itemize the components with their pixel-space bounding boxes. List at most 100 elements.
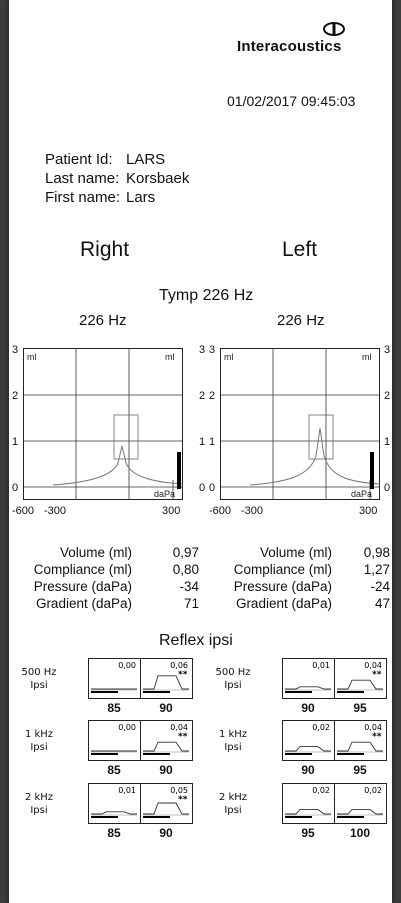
- y-tick-right: 1: [199, 436, 206, 448]
- reflex-frequency: 2 kHz: [218, 792, 248, 803]
- reflex-box: 0,01: [88, 783, 141, 824]
- x-tick: -300: [241, 505, 264, 517]
- reflex-level: 90: [159, 763, 173, 777]
- report-datetime: 01/02/2017 09:45:03: [227, 93, 356, 109]
- reflex-value: 0,00: [118, 661, 136, 670]
- reflex-detected-marker: **: [178, 732, 188, 742]
- last-name-value: Korsbaek: [126, 170, 190, 187]
- y-tick-left: 1: [209, 436, 216, 448]
- pressure-label: Pressure (daPa): [33, 579, 132, 594]
- reflex-box: 0,05**: [140, 783, 193, 824]
- reflex-level: 90: [159, 826, 173, 840]
- y-tick-left: 2: [12, 390, 19, 402]
- volume-label: Volume (ml): [259, 545, 332, 560]
- y-tick-left: 3: [209, 344, 216, 356]
- y-axis-unit-label: ml: [165, 352, 175, 362]
- right-measurements: Volume (ml) 0,97 Compliance (ml) 0,80 Pr…: [9, 544, 199, 614]
- gradient-value: 71: [183, 596, 199, 611]
- reflex-mode: Ipsi: [30, 680, 48, 691]
- y-tick-right: 0: [384, 482, 391, 494]
- left-ear-heading: Left: [282, 238, 318, 261]
- y-tick-left: 0: [209, 482, 216, 494]
- y-tick-right: 0: [199, 482, 206, 494]
- patient-id-row: Patient Id: LARS: [45, 151, 165, 168]
- compliance-label: Compliance (ml): [33, 562, 132, 577]
- y-tick-right: 3: [199, 344, 206, 356]
- y-axis-unit-label: ml: [224, 352, 234, 362]
- reflex-value: 0,05: [170, 786, 188, 795]
- gradient-value: 47: [374, 596, 390, 611]
- last-name-label: Last name:: [45, 170, 120, 187]
- reflex-detected-marker: **: [178, 795, 188, 805]
- reflex-frequency: 1 kHz: [24, 729, 54, 740]
- volume-label: Volume (ml): [59, 545, 132, 560]
- reflex-level: 95: [301, 826, 315, 840]
- reflex-frequency: 500 Hz: [215, 667, 251, 678]
- reflex-level: 85: [107, 701, 121, 715]
- reflex-title: Reflex ipsi: [159, 632, 233, 649]
- x-tick: -600: [12, 505, 35, 517]
- left-tymp-chart: ml ml daPa: [220, 348, 381, 500]
- reflex-value: 0,01: [118, 786, 136, 795]
- y-tick-left: 3: [12, 344, 19, 356]
- reflex-mode: Ipsi: [224, 680, 242, 691]
- gradient-label: Gradient (daPa): [35, 596, 132, 611]
- reflex-box: 0,02: [282, 720, 335, 761]
- x-axis-unit-label: daPa: [351, 489, 372, 499]
- x-axis-unit-label: daPa: [154, 489, 175, 499]
- last-name-row: Last name: Korsbaek: [45, 170, 189, 187]
- y-tick-right: 3: [384, 344, 391, 356]
- reflex-frequency: 2 kHz: [24, 792, 54, 803]
- left-tymp-frequency: 226 Hz: [277, 312, 325, 329]
- reflex-mode: Ipsi: [224, 742, 242, 753]
- reflex-value: 0,04: [364, 723, 382, 732]
- reflex-box: 0,00: [88, 658, 141, 699]
- reflex-mode: Ipsi: [30, 805, 48, 816]
- compliance-label: Compliance (ml): [233, 562, 332, 577]
- patient-id-label: Patient Id:: [45, 151, 113, 168]
- brand-name: Interacoustics: [237, 38, 342, 55]
- patient-id-value: LARS: [126, 151, 166, 168]
- reflex-box: 0,02: [282, 783, 335, 824]
- y-tick-right: 1: [384, 436, 391, 448]
- y-axis-unit-label: ml: [362, 352, 372, 362]
- pressure-label: Pressure (daPa): [233, 579, 332, 594]
- reflex-box: 0,04**: [334, 720, 387, 761]
- reflex-box: 0,01: [282, 658, 335, 699]
- reflex-detected-marker: **: [372, 670, 382, 680]
- reflex-level: 95: [353, 763, 367, 777]
- report-page: Interacoustics 01/02/2017 09:45:03 Patie…: [9, 0, 392, 903]
- pressure-value: -34: [179, 579, 199, 594]
- reflex-row-label: 500 Hz Ipsi: [11, 666, 67, 692]
- reflex-mode: Ipsi: [30, 742, 48, 753]
- y-tick-left: 1: [12, 436, 19, 448]
- volume-value: 0,97: [172, 545, 199, 560]
- reflex-value: 0,02: [312, 786, 330, 795]
- reflex-row-label: 2 kHz Ipsi: [11, 791, 67, 817]
- tymp-title: Tymp 226 Hz: [159, 287, 254, 304]
- reflex-row-label: 1 kHz Ipsi: [11, 728, 67, 754]
- reflex-level: 100: [349, 826, 371, 840]
- right-tymp-chart: ml ml daPa: [23, 348, 184, 500]
- interacoustics-logo-icon: [323, 22, 345, 36]
- left-measurements: Volume (ml) 0,98 Compliance (ml) 1,27 Pr…: [205, 544, 390, 614]
- reflex-value: 0,00: [118, 723, 136, 732]
- first-name-value: Lars: [126, 189, 156, 206]
- first-name-row: First name: Lars: [45, 189, 155, 206]
- reflex-box: 0,00: [88, 720, 141, 761]
- reflex-frequency: 1 kHz: [218, 729, 248, 740]
- reflex-value: 0,01: [312, 661, 330, 670]
- reflex-box: 0,02: [334, 783, 387, 824]
- reflex-box: 0,04**: [334, 658, 387, 699]
- reflex-box: 0,06**: [140, 658, 193, 699]
- y-axis-unit-label: ml: [27, 352, 37, 362]
- reflex-mode: Ipsi: [224, 805, 242, 816]
- reflex-detected-marker: **: [372, 732, 382, 742]
- reflex-value: 0,04: [170, 723, 188, 732]
- reflex-value: 0,02: [312, 723, 330, 732]
- reflex-level: 90: [301, 701, 315, 715]
- compliance-value: 1,27: [363, 562, 390, 577]
- right-ear-heading: Right: [80, 238, 130, 261]
- reflex-row-label: 1 kHz Ipsi: [205, 728, 261, 754]
- reflex-level: 85: [107, 763, 121, 777]
